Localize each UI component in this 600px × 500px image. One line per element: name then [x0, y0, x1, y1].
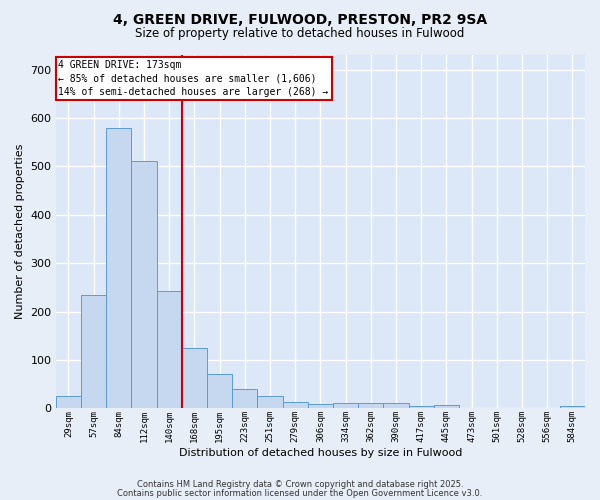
Bar — [106, 128, 131, 408]
Text: Size of property relative to detached houses in Fulwood: Size of property relative to detached ho… — [136, 28, 464, 40]
Bar — [434, 405, 459, 408]
Bar — [333, 404, 358, 408]
Bar — [383, 404, 409, 408]
Text: 4, GREEN DRIVE, FULWOOD, PRESTON, PR2 9SA: 4, GREEN DRIVE, FULWOOD, PRESTON, PR2 9S… — [113, 12, 487, 26]
Text: Contains HM Land Registry data © Crown copyright and database right 2025.: Contains HM Land Registry data © Crown c… — [137, 480, 463, 489]
Bar — [257, 396, 283, 408]
Bar — [131, 160, 157, 408]
Bar — [358, 404, 383, 408]
Bar — [308, 404, 333, 408]
Y-axis label: Number of detached properties: Number of detached properties — [15, 144, 25, 320]
Bar — [283, 402, 308, 408]
Bar — [409, 406, 434, 408]
Bar — [56, 396, 81, 408]
Bar — [560, 406, 585, 408]
Bar — [157, 291, 182, 408]
X-axis label: Distribution of detached houses by size in Fulwood: Distribution of detached houses by size … — [179, 448, 462, 458]
Text: Contains public sector information licensed under the Open Government Licence v3: Contains public sector information licen… — [118, 488, 482, 498]
Bar — [232, 389, 257, 408]
Bar — [182, 348, 207, 408]
Bar — [207, 374, 232, 408]
Bar — [81, 295, 106, 408]
Text: 4 GREEN DRIVE: 173sqm
← 85% of detached houses are smaller (1,606)
14% of semi-d: 4 GREEN DRIVE: 173sqm ← 85% of detached … — [58, 60, 329, 96]
